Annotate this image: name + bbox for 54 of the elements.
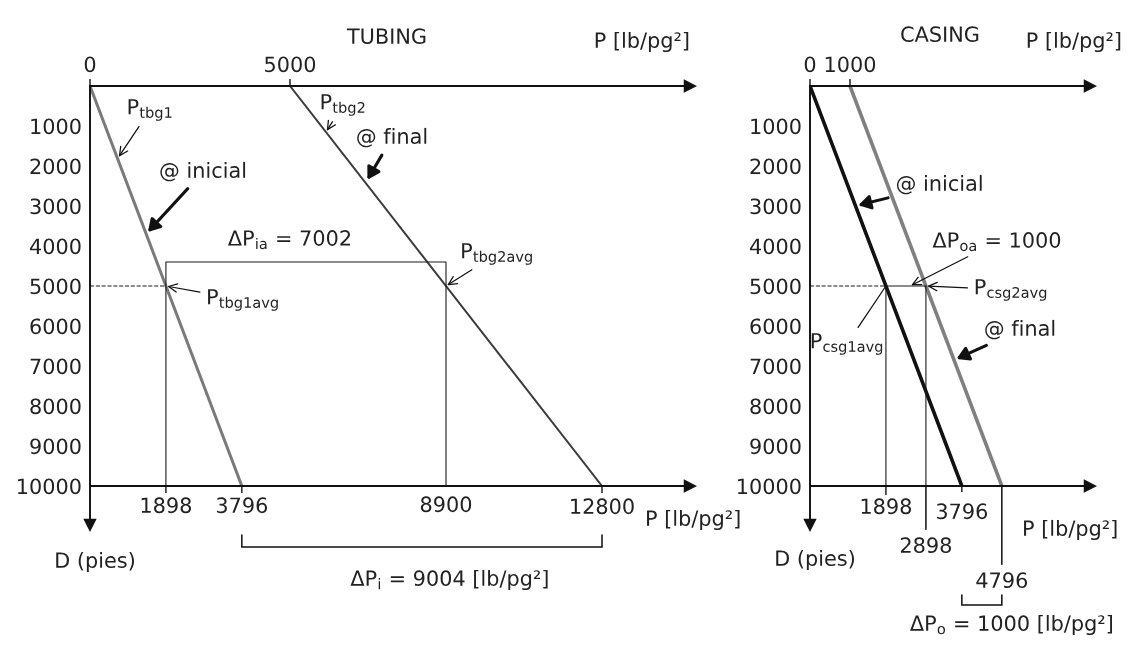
annotation: P$_{tbg1}$ [128,99,172,121]
x-tick-label: 1898 [861,498,911,515]
text: ΔP$_{o}$ = 1000 [lb/pg²] [910,614,1113,636]
x-tick-label: 3796 [216,497,268,514]
annotation: 4796 [976,572,1028,589]
y-tick-label: 4000 [30,238,81,255]
text: ΔP$_{i}$ = 9004 [lb/pg²] [350,569,548,591]
annotation: ΔP$_{ia}$ = 7002 [227,230,351,250]
y-tick-label: 6000 [750,318,801,335]
chart-title: TUBING [346,28,426,45]
x-tick-label: 8900 [420,496,472,513]
y-tick-label: 8000 [750,398,801,415]
x-tick-label: 1898 [141,497,191,514]
y-tick-label: 4000 [750,238,801,255]
y-tick-label: 5000 [30,278,81,295]
annotation: ΔP$_{oa}$ = 1000 [932,232,1061,252]
y-tick-label: 1000 [31,118,81,135]
annotation: @ final [357,127,427,148]
x2-tick-label: 0 [804,56,816,73]
y-tick-label: 9000 [30,438,81,455]
x2-tick-label: 0 [84,56,96,73]
y-axis-title: D (pies) [776,549,855,571]
annotation: P$_{csg2avg}$ [975,279,1047,301]
y-tick-label: 2000 [750,158,801,175]
y-tick-label: 3000 [750,198,801,215]
annotation: @ inicial [896,174,982,195]
annotation: P$_{tbg1avg}$ [208,289,278,311]
y-tick-label: 3000 [30,198,81,215]
y-tick-label: 10000 [18,478,81,495]
x-tick-label: 3796 [936,503,988,520]
x2-axis-title: P [lb/pg²] [595,31,689,53]
x2-axis-title: P [lb/pg²] [1027,31,1121,53]
x-axis-title: P [lb/pg²] [1024,519,1117,541]
chart-title: CASING [901,26,979,43]
annotation: P$_{tbg2avg}$ [462,243,532,265]
annotation: 2898 [900,537,951,554]
annotation: P$_{csg1avg}$ [811,333,883,355]
x-axis-title: P [lb/pg²] [647,509,740,531]
annotation: @ inicial [160,161,246,182]
y-tick-label: 9000 [750,438,801,455]
annotation: @ final [985,319,1055,340]
y-tick-label: 5000 [750,278,801,295]
x2-tick-label: 5000 [265,56,316,73]
y-tick-label: 7000 [750,358,801,375]
y-tick-label: 7000 [30,358,81,375]
annotation: P$_{tbg2}$ [321,94,365,116]
x2-tick-label: 1000 [825,56,876,73]
y-tick-label: 1000 [751,118,801,135]
y-tick-label: 10000 [738,478,801,495]
y-axis-title: D (pies) [56,551,135,573]
y-tick-label: 8000 [30,398,81,415]
y-tick-label: 6000 [30,318,81,335]
x-tick-label: 12800 [571,498,634,515]
y-tick-label: 2000 [30,158,81,175]
